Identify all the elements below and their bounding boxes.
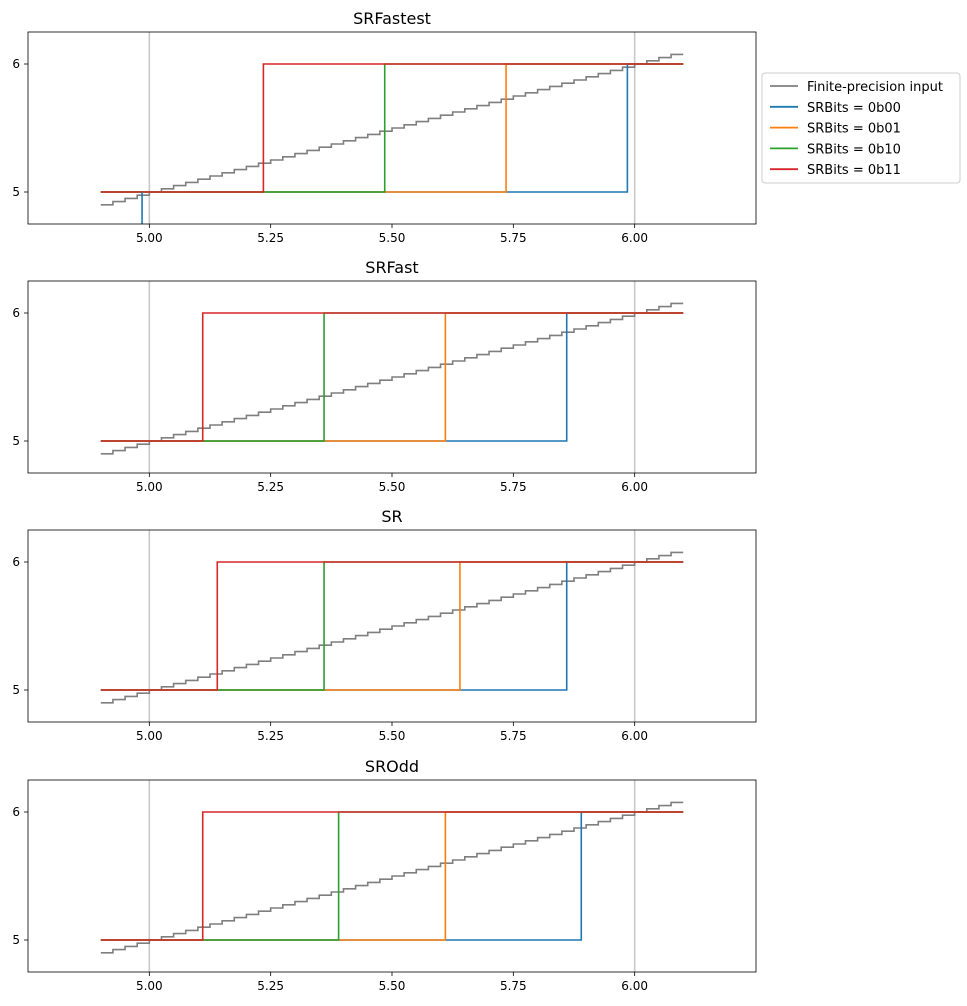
x-tick-label: 5.75 [500,729,527,743]
x-tick-label: 5.50 [379,729,406,743]
x-tick-label: 5.75 [500,480,527,494]
panel-1: SRFastest 5.00 5.25 5.50 5.75 6.00 5 6 [12,9,757,245]
x-tick-label: 5.50 [379,231,406,245]
plot-area [100,32,684,224]
x-tick-label: 5.25 [257,729,284,743]
panel-title: SRFast [365,258,418,277]
x-tick-label: 6.00 [621,979,648,993]
series-srbits-3 [100,811,684,941]
legend-label-3: SRBits = 0b10 [807,142,901,157]
y-tick-label: 5 [12,434,20,448]
y-tick-label: 5 [12,933,20,947]
x-tick-label: 5.75 [500,979,527,993]
panel-4: SROdd 5.00 5.25 5.50 5.75 6.00 5 6 [12,757,757,993]
y-tick-label: 6 [12,57,20,71]
series-srbits-3 [100,561,684,691]
panel-title: SR [381,507,402,526]
y-tick-label: 6 [12,555,20,569]
x-tick-label: 5.50 [379,480,406,494]
plot-area [100,780,684,972]
x-tick-label: 5.25 [257,231,284,245]
x-tick-label: 6.00 [621,729,648,743]
panel-2: SRFast 5.00 5.25 5.50 5.75 6.00 5 6 [12,258,757,494]
x-tick-label: 5.00 [136,979,163,993]
series-srbits-3 [100,63,684,193]
series-srbits-3 [100,312,684,442]
legend-label-0: Finite-precision input [807,80,943,95]
y-tick-label: 6 [12,805,20,819]
x-tick-label: 5.50 [379,979,406,993]
y-tick-label: 5 [12,683,20,697]
plot-area [100,281,684,473]
series-finite-precision-input [100,53,684,206]
y-tick-label: 6 [12,306,20,320]
legend: Finite-precision input SRBits = 0b00 SRBit… [761,72,961,184]
series-finite-precision-input [100,302,684,455]
x-tick-label: 5.25 [257,480,284,494]
y-tick-label: 5 [12,185,20,199]
x-tick-label: 5.00 [136,480,163,494]
legend-label-2: SRBits = 0b01 [807,122,901,137]
x-tick-label: 6.00 [621,480,648,494]
x-tick-label: 5.00 [136,231,163,245]
legend-frame [761,72,961,184]
panel-3: SR 5.00 5.25 5.50 5.75 6.00 5 6 [12,507,757,743]
series-finite-precision-input [100,551,684,704]
x-tick-label: 6.00 [621,231,648,245]
x-tick-label: 5.00 [136,729,163,743]
panel-title: SRFastest [353,9,431,28]
x-tick-label: 5.25 [257,979,284,993]
legend-label-1: SRBits = 0b00 [807,101,901,116]
x-tick-label: 5.75 [500,231,527,245]
legend-label-4: SRBits = 0b11 [807,163,901,178]
series-finite-precision-input [100,801,684,954]
panel-title: SROdd [365,757,419,776]
plot-area [100,530,684,722]
